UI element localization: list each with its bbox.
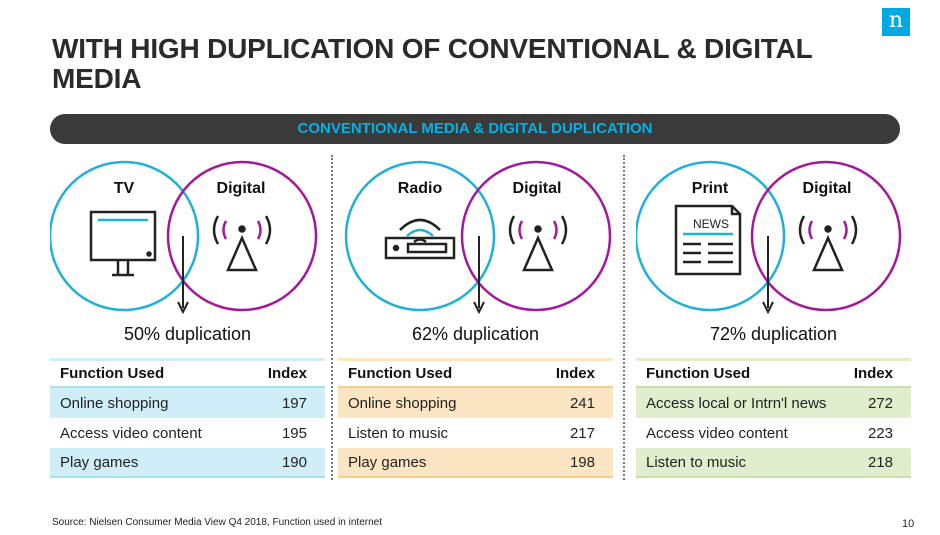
row-index: 195 xyxy=(281,424,307,442)
table-row: Listen to music 218 xyxy=(636,448,911,478)
source-note: Source: Nielsen Consumer Media View Q4 2… xyxy=(52,517,382,528)
arrow-icon xyxy=(473,236,485,315)
row-function: Play games xyxy=(348,453,427,471)
broadcast-icon xyxy=(798,215,858,272)
column-divider xyxy=(331,155,333,480)
page-number: 10 xyxy=(902,518,915,530)
digital-label: Digital xyxy=(512,180,562,197)
duplication-label: 62% duplication xyxy=(411,324,540,344)
radio-icon xyxy=(384,218,456,260)
conventional-circle xyxy=(344,160,496,312)
venn-diagram xyxy=(50,160,318,315)
function-table: Function Used Index Access local or Intr… xyxy=(636,358,911,478)
header-index: Index xyxy=(853,365,893,382)
section-banner: CONVENTIONAL MEDIA & DIGITAL DUPLICATION xyxy=(50,114,900,144)
digital-circle xyxy=(166,160,318,312)
row-index: 241 xyxy=(569,394,595,412)
row-index: 223 xyxy=(867,424,893,442)
table-header: Function Used Index xyxy=(338,358,613,388)
table-row: Access video content 223 xyxy=(636,418,911,448)
row-index: 190 xyxy=(281,453,307,471)
row-function: Listen to music xyxy=(348,424,449,442)
broadcast-icon xyxy=(508,215,568,272)
table-header: Function Used Index xyxy=(50,358,325,388)
arrow-icon xyxy=(762,236,774,315)
duplication-label: 72% duplication xyxy=(709,324,838,344)
table-row: Access local or Intrn'l news 272 xyxy=(636,388,911,418)
conventional-circle xyxy=(50,160,200,312)
newspaper-text: NEWS xyxy=(693,217,729,231)
row-index: 272 xyxy=(867,394,893,412)
column-divider xyxy=(623,155,625,480)
arrow-icon xyxy=(177,236,189,315)
row-function: Online shopping xyxy=(348,394,457,412)
header-index: Index xyxy=(555,365,595,382)
row-function: Access video content xyxy=(646,424,788,442)
row-function: Listen to music xyxy=(646,453,747,471)
nielsen-logo: n xyxy=(882,8,910,36)
row-index: 197 xyxy=(281,394,307,412)
row-function: Online shopping xyxy=(60,394,169,412)
broadcast-icon xyxy=(212,215,272,272)
page-title: WITH HIGH DUPLICATION OF CONVENTIONAL & … xyxy=(52,33,813,94)
row-index: 198 xyxy=(569,453,595,471)
table-row: Online shopping 197 xyxy=(50,388,325,418)
table-header: Function Used Index xyxy=(636,358,911,388)
venn-diagram xyxy=(344,160,612,315)
panel-print: NEWS Print Digital 72% duplication Funct… xyxy=(636,150,911,480)
row-index: 218 xyxy=(867,453,893,471)
table-row: Play games 190 xyxy=(50,448,325,478)
table-row: Online shopping 241 xyxy=(338,388,613,418)
panel-radio: Radio Digital 62% duplication Function U… xyxy=(338,150,613,480)
header-function: Function Used xyxy=(646,365,751,382)
digital-circle xyxy=(460,160,612,312)
conventional-circle xyxy=(636,160,786,312)
function-table: Function Used Index Online shopping 241 … xyxy=(338,358,613,478)
conventional-label: Print xyxy=(691,180,729,197)
table-row: Listen to music 217 xyxy=(338,418,613,448)
row-function: Access video content xyxy=(60,424,202,442)
header-index: Index xyxy=(267,365,307,382)
venn-diagram: NEWS xyxy=(636,160,902,315)
table-row: Access video content 195 xyxy=(50,418,325,448)
digital-circle xyxy=(750,160,902,312)
row-index: 217 xyxy=(569,424,595,442)
row-function: Access local or Intrn'l news xyxy=(646,394,827,412)
digital-label: Digital xyxy=(216,180,266,197)
digital-label: Digital xyxy=(802,180,852,197)
header-function: Function Used xyxy=(60,365,165,382)
conventional-label: TV xyxy=(113,180,135,197)
panel-tv: TV Digital 50% duplication Function Used… xyxy=(50,150,325,480)
table-row: Play games 198 xyxy=(338,448,613,478)
conventional-label: Radio xyxy=(397,180,443,197)
row-function: Play games xyxy=(60,453,139,471)
function-table: Function Used Index Online shopping 197 … xyxy=(50,358,325,478)
newspaper-icon: NEWS xyxy=(674,204,742,276)
header-function: Function Used xyxy=(348,365,453,382)
duplication-label: 50% duplication xyxy=(123,324,252,344)
tv-icon xyxy=(89,210,157,277)
